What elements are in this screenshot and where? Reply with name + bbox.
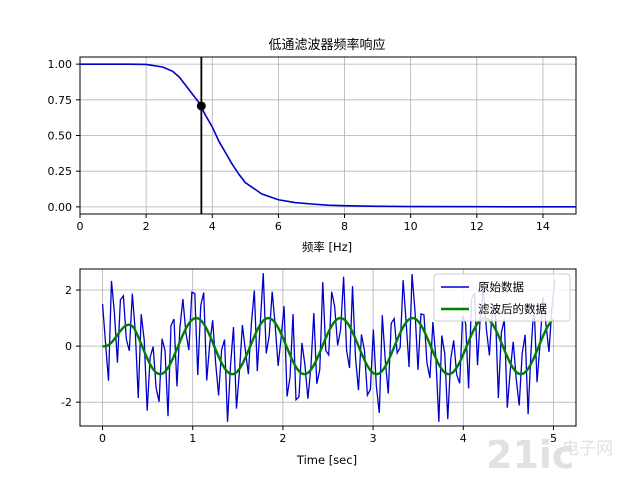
- top-chart-title: 低通滤波器频率响应: [268, 37, 385, 53]
- top-series: [80, 57, 577, 214]
- y-tick-label: -2: [61, 396, 72, 409]
- top-x-ticks: 0 2 4 6 8 10 12 14: [77, 214, 550, 233]
- bottom-plot-frame: [79, 268, 577, 427]
- y-tick-label: 0.25: [48, 165, 73, 178]
- y-tick-label: 1.00: [48, 58, 73, 71]
- bottom-chart: 0 1 2 3 4 5 -2 0 2 Time [sec] 原始数据 滤波后的数据: [61, 268, 577, 467]
- x-tick-label: 3: [370, 432, 377, 445]
- y-tick-label: 2: [65, 284, 72, 297]
- x-tick-label: 6: [275, 220, 282, 233]
- bottom-legend: 原始数据 滤波后的数据: [433, 273, 571, 322]
- x-tick-label: 10: [404, 220, 418, 233]
- top-x-axis-label: 频率 [Hz]: [302, 240, 352, 254]
- watermark-cn: 电子网: [562, 439, 613, 459]
- bottom-y-ticks: -2 0 2: [61, 284, 80, 409]
- raw-data-line: [101, 273, 556, 422]
- legend-label-filtered: 滤波后的数据: [478, 302, 547, 316]
- x-tick-label: 0: [99, 432, 106, 445]
- x-tick-label: 4: [460, 432, 467, 445]
- top-chart: 低通滤波器频率响应 0 2 4 6 8 10 12 14 0.00 0.25 0.50 0.75 1.…: [48, 37, 577, 254]
- x-tick-label: 12: [470, 220, 484, 233]
- x-tick-label: 14: [536, 220, 550, 233]
- response-curve: [80, 63, 577, 208]
- filtered-data-line: [102, 316, 555, 376]
- x-tick-label: 8: [341, 220, 348, 233]
- bottom-series: [101, 273, 556, 422]
- x-tick-label: 2: [143, 220, 150, 233]
- x-tick-label: 0: [77, 220, 84, 233]
- x-tick-label: 1: [189, 432, 196, 445]
- cutoff-point: [196, 101, 206, 111]
- legend-label-raw: 原始数据: [478, 280, 524, 294]
- top-y-ticks: 0.00 0.25 0.50 0.75 1.00: [48, 58, 80, 214]
- x-tick-label: 2: [279, 432, 286, 445]
- top-grid: [79, 57, 576, 214]
- y-tick-label: 0.75: [48, 94, 73, 107]
- bottom-x-ticks: 0 1 2 3 4 5: [99, 426, 557, 445]
- watermark-21ic: 21ic: [486, 433, 574, 477]
- watermark-logo: 21ic 电子网: [486, 433, 613, 477]
- bottom-x-axis-label: Time [sec]: [296, 453, 357, 467]
- y-tick-label: 0.50: [48, 130, 73, 143]
- x-tick-label: 4: [209, 220, 216, 233]
- x-tick-label: 5: [550, 432, 557, 445]
- y-tick-label: 0: [65, 340, 72, 353]
- y-tick-label: 0.00: [48, 201, 73, 214]
